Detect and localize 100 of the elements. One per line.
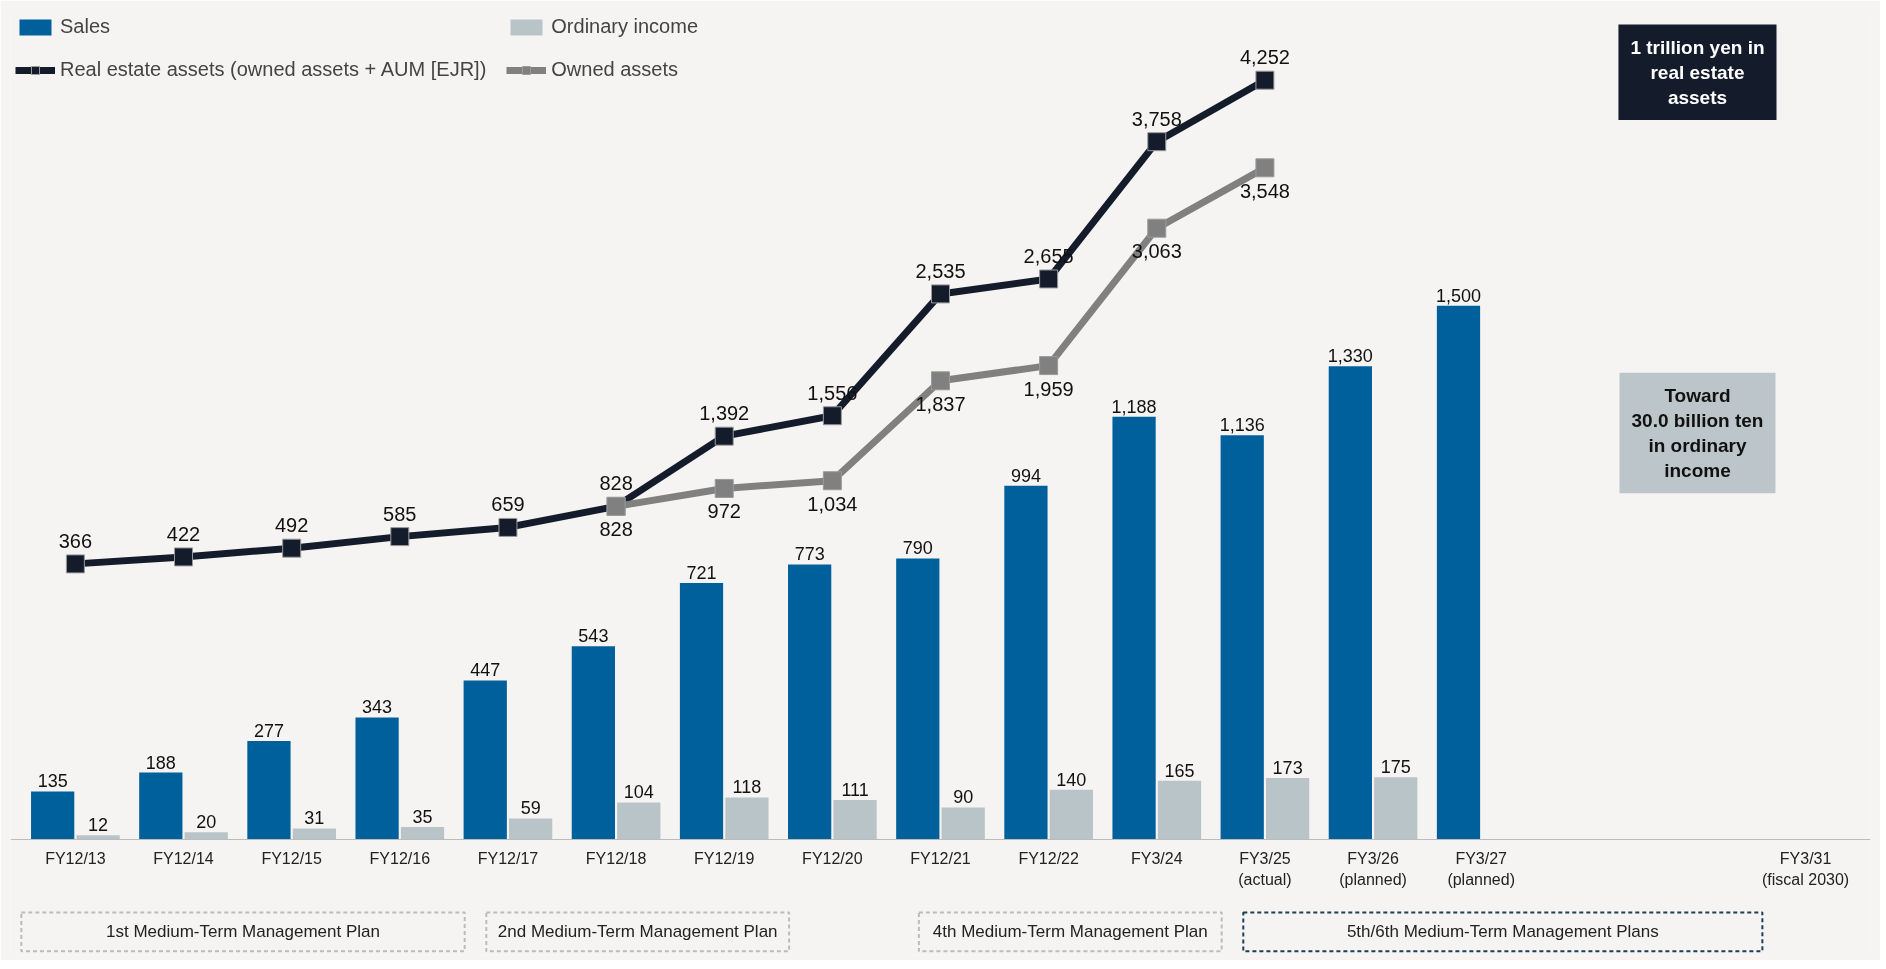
bar (725, 797, 769, 840)
text: 4th Medium-Term Management Plan (932, 922, 1208, 942)
legend-label: Ordinary income (551, 15, 699, 38)
data-label: 12 (88, 815, 109, 836)
x-tick-label: FY12/21 (910, 850, 971, 868)
bar (1436, 305, 1481, 840)
bar (509, 818, 553, 840)
bar (896, 558, 940, 840)
bar (571, 646, 615, 840)
x-tick-label: FY3/26 (planned) (1339, 850, 1407, 888)
point (822, 471, 842, 491)
bar (1220, 435, 1264, 840)
data-label: 31 (304, 808, 325, 829)
data-label: 1,837 (915, 392, 966, 415)
bar (1049, 789, 1093, 840)
annotation: Toward 30.0 billion ten in ordinary income (1631, 384, 1764, 482)
point (1147, 218, 1167, 238)
bar (184, 832, 228, 840)
point (1255, 70, 1275, 90)
x-tick-label: FY12/16 (369, 850, 431, 868)
x-tick-label: FY12/22 (1018, 850, 1079, 868)
text: 5th/6th Medium-Term Management Plans (1346, 922, 1659, 942)
x-tick-label: FY12/14 (153, 850, 214, 868)
bar (788, 564, 832, 840)
bar (833, 799, 877, 840)
legend-label: Real estate assets (owned assets + AUM [EJR]) (60, 58, 487, 81)
data-label: 104 (623, 782, 654, 803)
data-label: 994 (1010, 465, 1041, 486)
bar (1266, 777, 1310, 840)
point (174, 547, 194, 567)
data-label: 1,959 (1023, 377, 1074, 400)
point (1255, 158, 1275, 178)
data-label: 343 (362, 697, 393, 718)
point (931, 371, 950, 391)
data-label: 90 (953, 787, 974, 808)
data-label: 59 (520, 798, 541, 819)
point (714, 478, 734, 498)
bar (617, 802, 661, 840)
data-label: 1,136 (1219, 415, 1265, 436)
data-label: 543 (578, 626, 609, 647)
bar (1328, 366, 1372, 840)
x-tick-label: FY12/13 (45, 850, 106, 868)
bar (31, 791, 75, 840)
x-tick-label: FY12/18 (585, 850, 647, 868)
x-tick-label: FY3/27 (planned) (1447, 850, 1516, 888)
legend-label: Sales (60, 15, 111, 38)
data-label: 447 (470, 660, 501, 681)
point (1147, 132, 1167, 152)
data-label: 492 (274, 514, 309, 537)
bar (1157, 780, 1202, 840)
bar (400, 827, 445, 840)
x-tick-label: FY12/20 (802, 850, 863, 868)
data-label: 175 (1380, 757, 1411, 778)
bar (1112, 416, 1156, 840)
text: 2nd Medium-Term Management Plan (497, 922, 778, 942)
data-label: 1,330 (1327, 346, 1373, 367)
data-label: 140 (1056, 769, 1087, 790)
text: 1st Medium-Term Management Plan (106, 922, 381, 942)
data-label: 972 (707, 500, 741, 523)
data-label: 173 (1272, 757, 1303, 778)
data-label: 35 (412, 807, 433, 827)
point (65, 554, 85, 574)
data-label: 721 (686, 562, 717, 583)
x-tick-label: FY12/19 (693, 850, 755, 868)
data-label: 659 (491, 493, 525, 516)
data-label: 1,392 (699, 402, 750, 425)
legend-label: Owned assets (551, 58, 679, 81)
bar (139, 772, 183, 840)
bar (1374, 777, 1418, 840)
data-label: 3,063 (1131, 240, 1182, 263)
data-label: 118 (732, 777, 762, 798)
point (822, 406, 842, 426)
x-tick-label: FY3/31 (fiscal 2030) (1762, 850, 1850, 888)
data-label: 585 (383, 502, 417, 525)
bar (941, 807, 985, 840)
point (1039, 356, 1059, 376)
x-tick-label: FY12/17 (477, 850, 539, 868)
bar (679, 582, 724, 840)
bar (463, 680, 507, 840)
data-label: 135 (37, 771, 68, 792)
data-label: 2,535 (915, 259, 966, 282)
bar (292, 828, 336, 840)
data-label: 773 (794, 544, 825, 565)
point (1039, 269, 1059, 289)
data-label: 3,758 (1131, 107, 1182, 130)
point (390, 527, 410, 547)
data-label: 790 (902, 538, 933, 559)
data-label: 1,188 (1111, 396, 1157, 417)
x-tick-label: FY3/24 (1130, 850, 1183, 868)
point (498, 517, 518, 537)
data-label: 828 (599, 472, 633, 495)
data-label: 20 (196, 812, 217, 833)
data-label: 277 (253, 720, 284, 741)
data-label: 188 (145, 752, 176, 773)
point (282, 538, 302, 558)
bar (355, 717, 399, 840)
x-tick-label: FY3/25 (actual) (1238, 850, 1292, 888)
data-label: 111 (841, 779, 869, 800)
data-label: 165 (1164, 760, 1195, 781)
bar (1004, 485, 1048, 840)
